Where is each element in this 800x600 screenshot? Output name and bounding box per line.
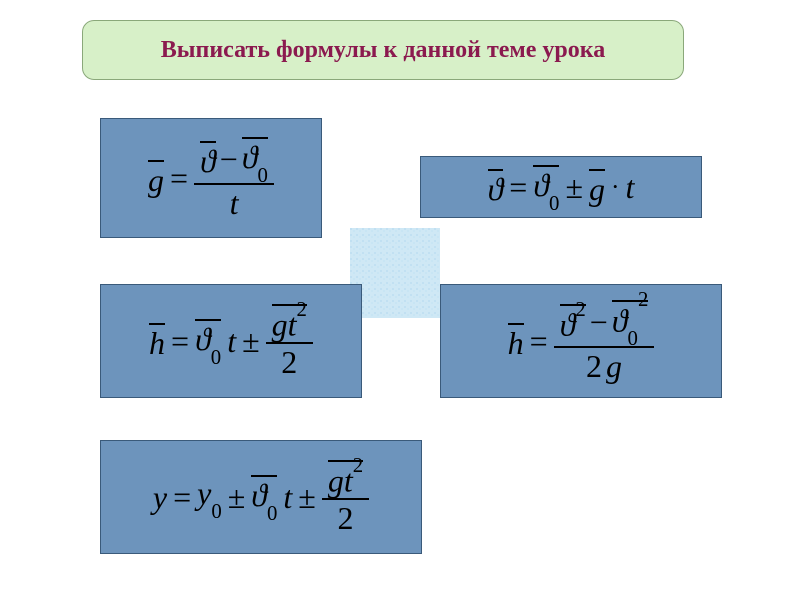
title-banner: Выписать формулы к данной теме урока [82, 20, 684, 80]
texture-icon [350, 228, 440, 318]
formula-y-of-t: y = y0 ± ϑ0 t ± gt2 2 [100, 440, 422, 554]
formula-g-def: g = ϑ − ϑ0 t [100, 118, 322, 238]
formula-content: h = ϑ0 t ± gt2 2 [149, 302, 313, 381]
decorative-texture-square [350, 228, 440, 318]
formula-content: h = ϑ2 − ϑ02 2g [508, 298, 655, 384]
formula-content: y = y0 ± ϑ0 t ± gt2 2 [153, 458, 369, 537]
formula-theta-of-t: ϑ = ϑ0 ± g · t [420, 156, 702, 218]
formula-content: ϑ = ϑ0 ± g · t [488, 165, 635, 208]
formula-content: g = ϑ − ϑ0 t [148, 135, 274, 220]
formula-h-of-v: h = ϑ2 − ϑ02 2g [440, 284, 722, 398]
title-text: Выписать формулы к данной теме урока [161, 37, 605, 64]
formula-h-of-t: h = ϑ0 t ± gt2 2 [100, 284, 362, 398]
